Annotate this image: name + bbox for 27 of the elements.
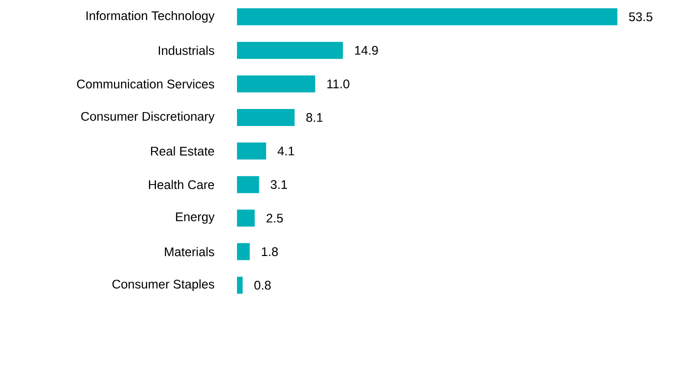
data-label: 14.9 bbox=[355, 46, 378, 55]
data-label: 8.1 bbox=[306, 113, 323, 122]
y-tick-label: Communication Services bbox=[77, 79, 214, 88]
y-tick-label: Health Care bbox=[148, 180, 214, 190]
data-label: 2.5 bbox=[266, 214, 283, 223]
y-tick-label: Energy bbox=[176, 212, 215, 224]
data-label: 1.8 bbox=[262, 247, 278, 256]
data-label: 53.5 bbox=[629, 12, 652, 22]
bar bbox=[237, 108, 295, 126]
data-label: 4.1 bbox=[278, 146, 294, 156]
y-tick-label: Consumer Discretionary bbox=[81, 112, 215, 124]
y-tick-label: Real Estate bbox=[151, 146, 214, 156]
y-tick-label: Information Technology bbox=[86, 10, 215, 23]
bar bbox=[237, 243, 250, 260]
y-tick-label: Industrials bbox=[158, 46, 214, 55]
bar bbox=[237, 142, 266, 160]
data-label: 11.0 bbox=[327, 79, 350, 88]
data-label: 3.1 bbox=[270, 180, 287, 189]
bar bbox=[237, 8, 618, 26]
bar bbox=[237, 42, 343, 59]
data-label: 0.8 bbox=[254, 280, 271, 290]
y-tick-label: Consumer Staples bbox=[112, 279, 214, 292]
bar bbox=[237, 75, 316, 92]
y-tick-label: Materials bbox=[164, 247, 214, 256]
bar bbox=[237, 210, 255, 227]
bar bbox=[237, 176, 260, 194]
bar bbox=[237, 276, 243, 294]
